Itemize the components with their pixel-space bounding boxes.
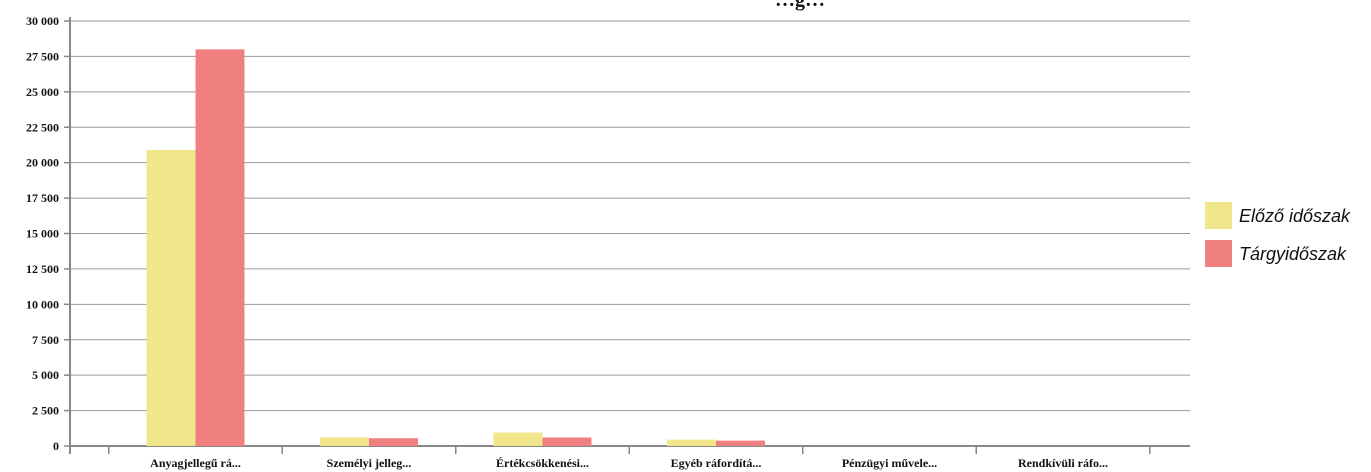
bar bbox=[667, 439, 716, 446]
x-tick-label: Egyéb ráfordítá... bbox=[671, 456, 762, 470]
y-tick-label: 22 500 bbox=[26, 120, 59, 134]
legend-label: Tárgyidőszak bbox=[1239, 244, 1347, 264]
y-tick-label: 12 500 bbox=[26, 262, 59, 276]
chart-title: …g… bbox=[775, 0, 825, 11]
grid-layer bbox=[70, 20, 1190, 447]
x-tick-label: Anyagjellegű rá... bbox=[150, 456, 241, 470]
bar bbox=[369, 438, 418, 446]
y-tick-label: 15 000 bbox=[26, 227, 59, 241]
bar-layer bbox=[146, 49, 765, 446]
legend: Előző időszak Tárgyidőszak bbox=[1205, 202, 1351, 267]
axis-layer bbox=[64, 17, 1190, 454]
bar bbox=[320, 437, 369, 446]
y-tick-label: 17 500 bbox=[26, 191, 59, 205]
y-tick-label: 10 000 bbox=[26, 297, 59, 311]
legend-label: Előző időszak bbox=[1239, 206, 1351, 226]
y-tick-label: 2 500 bbox=[32, 404, 59, 418]
label-layer: 0 2 500 5 000 7 500 10 000 12 500 15 000 17 500… bbox=[26, 14, 1108, 470]
bar bbox=[195, 49, 245, 446]
x-tick-label: Pénzügyi művele... bbox=[842, 456, 937, 470]
bar bbox=[716, 440, 765, 446]
x-tick-label: Rendkívüli ráfo... bbox=[1018, 456, 1108, 470]
y-tick-label: 5 000 bbox=[32, 368, 59, 382]
y-tick-label: 25 000 bbox=[26, 85, 59, 99]
y-tick-label: 27 500 bbox=[26, 49, 59, 63]
bar bbox=[146, 149, 196, 446]
legend-swatch bbox=[1205, 240, 1232, 267]
y-tick-label: 0 bbox=[53, 439, 59, 453]
y-tick-label: 20 000 bbox=[26, 156, 59, 170]
y-tick-label: 7 500 bbox=[32, 333, 59, 347]
y-tick-label: 30 000 bbox=[26, 14, 59, 28]
legend-swatch bbox=[1205, 202, 1232, 229]
bar bbox=[493, 432, 543, 446]
x-tick-label: Értékcsökkenési... bbox=[496, 456, 589, 470]
bar bbox=[542, 437, 592, 446]
x-tick-label: Személyi jelleg... bbox=[327, 456, 412, 470]
